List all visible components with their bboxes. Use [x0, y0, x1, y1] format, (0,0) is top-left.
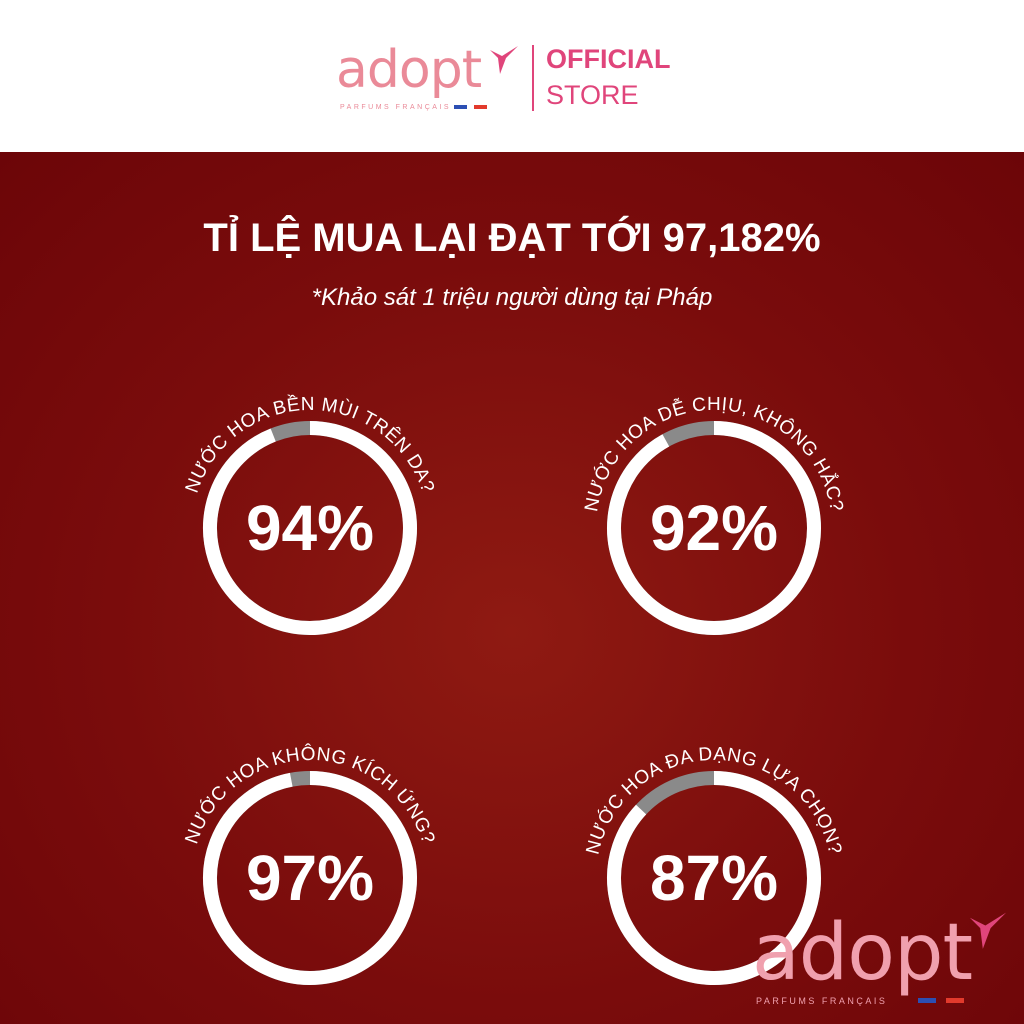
- store-label: STORE: [546, 80, 639, 110]
- gauge-percent-label: 92%: [650, 492, 778, 564]
- gauge-percent-label: 87%: [650, 842, 778, 914]
- gauge-value-arc: [607, 771, 821, 985]
- footer-brand-tagline: PARFUMS FRANÇAIS: [756, 996, 888, 1006]
- footer-brand-logo: adopt: [752, 908, 973, 998]
- flag-red: [474, 105, 487, 109]
- gauge-percent-label: 97%: [246, 842, 374, 914]
- footer-hummingbird-icon: [969, 912, 1007, 949]
- flag-blue: [454, 105, 467, 109]
- footer-flag-blue: [918, 998, 936, 1003]
- page-subtitle: *Khảo sát 1 triệu người dùng tại Pháp: [311, 284, 713, 311]
- footer-flag-red: [946, 998, 964, 1003]
- gauge-value-arc: [203, 771, 417, 985]
- divider: [532, 45, 534, 111]
- gauge-2: 92%NƯỚC HOA DỄ CHỊU, KHÔNG HẮC?: [581, 394, 846, 635]
- hummingbird-icon: [490, 46, 518, 74]
- gauge-value-arc: [203, 421, 417, 635]
- page-title: TỈ LỆ MUA LẠI ĐẠT TỚI 97,182%: [203, 216, 821, 260]
- content-panel: [0, 152, 1024, 1024]
- gauge-percent-label: 94%: [246, 492, 374, 564]
- gauge-value-arc: [607, 421, 821, 635]
- official-label: OFFICIAL: [546, 44, 671, 74]
- brand-tagline: PARFUMS FRANÇAIS: [340, 104, 452, 111]
- brand-logo: adopt: [336, 40, 482, 100]
- gauge-3: 97%NƯỚC HOA KHÔNG KÍCH ỨNG?: [181, 743, 438, 985]
- gauge-1: 94%NƯỚC HOA BỀN MÙI TRÊN DA?: [182, 393, 438, 635]
- header: adopt PARFUMS FRANÇAIS OFFICIAL STORE: [0, 0, 1024, 152]
